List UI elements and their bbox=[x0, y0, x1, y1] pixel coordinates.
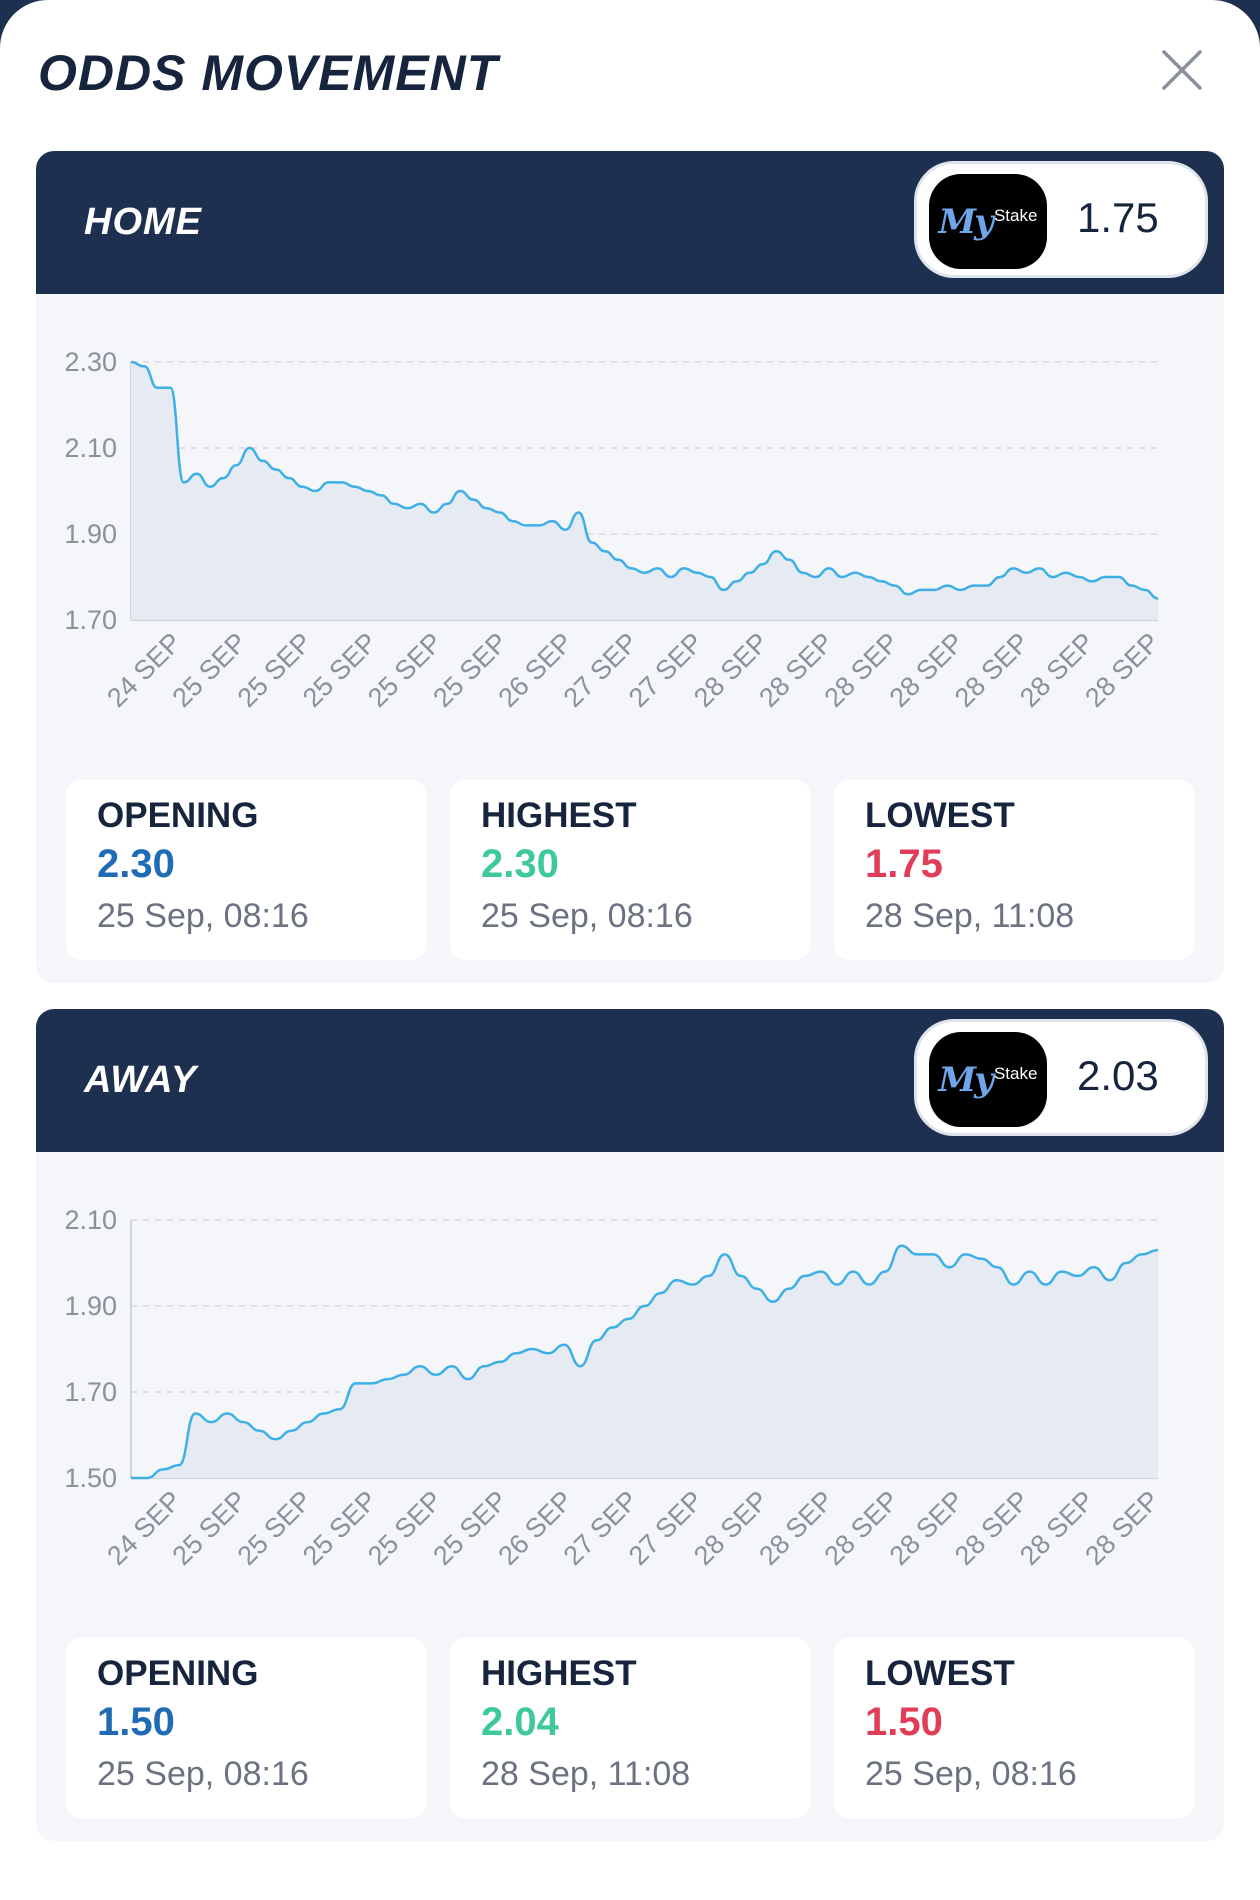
highest-time: 28 Sep, 11:08 bbox=[481, 1755, 691, 1793]
mystake-logo: My Stake bbox=[929, 174, 1047, 269]
highest-value: 2.30 bbox=[481, 842, 559, 886]
logo-my-text: My bbox=[938, 201, 994, 242]
y-tick-label: 1.50 bbox=[64, 1463, 117, 1493]
mystake-logo: My Stake bbox=[929, 1032, 1047, 1127]
lowest-stat-card: LOWEST 1.50 25 Sep, 08:16 bbox=[834, 1638, 1194, 1818]
away-odds-panel: AWAY My Stake 2.03 2.10 1.90 1.70 1.50 24 SE… bbox=[36, 1009, 1224, 1841]
opening-label: OPENING bbox=[97, 796, 259, 835]
x-tick-label: 28 SEP bbox=[1079, 627, 1165, 713]
series-area bbox=[131, 1245, 1158, 1478]
logo-stake-text: Stake bbox=[993, 1063, 1038, 1083]
bookmaker-odds-pill[interactable]: My Stake 2.03 bbox=[914, 1019, 1208, 1136]
y-tick-label: 1.70 bbox=[64, 605, 117, 635]
logo-my-text: My bbox=[938, 1059, 994, 1100]
modal-title: ODDS MOVEMENT bbox=[38, 45, 499, 101]
y-tick-label: 2.10 bbox=[64, 1205, 117, 1235]
close-icon bbox=[1162, 50, 1202, 90]
highest-label: HIGHEST bbox=[481, 1654, 637, 1693]
logo-stake-text: Stake bbox=[993, 205, 1038, 225]
y-tick-label: 1.90 bbox=[64, 519, 117, 549]
series-line bbox=[130, 360, 1159, 600]
opening-time: 25 Sep, 08:16 bbox=[97, 897, 309, 935]
y-tick-label: 2.30 bbox=[64, 347, 117, 377]
highest-label: HIGHEST bbox=[481, 796, 637, 835]
home-odds-panel: HOME My Stake 1.75 2.30 2.10 1.90 1.70 24 SE… bbox=[36, 151, 1224, 983]
opening-value: 1.50 bbox=[97, 1700, 175, 1744]
outcome-label: HOME bbox=[84, 201, 202, 243]
lowest-value: 1.75 bbox=[865, 842, 943, 886]
opening-label: OPENING bbox=[97, 1654, 259, 1693]
current-odds: 2.03 bbox=[1077, 1052, 1159, 1099]
opening-time: 25 Sep, 08:16 bbox=[97, 1755, 309, 1793]
lowest-time: 25 Sep, 08:16 bbox=[865, 1755, 1077, 1793]
opening-value: 2.30 bbox=[97, 842, 175, 886]
highest-stat-card: HIGHEST 2.30 25 Sep, 08:16 bbox=[450, 780, 810, 960]
current-odds: 1.75 bbox=[1077, 194, 1159, 241]
opening-stat-card: OPENING 1.50 25 Sep, 08:16 bbox=[66, 1638, 426, 1818]
close-button[interactable] bbox=[1156, 44, 1208, 96]
x-tick-label: 28 SEP bbox=[1079, 1485, 1165, 1571]
home-panel-header: HOME My Stake 1.75 bbox=[36, 151, 1224, 294]
lowest-stat-card: LOWEST 1.75 28 Sep, 11:08 bbox=[834, 780, 1194, 960]
y-tick-label: 1.70 bbox=[64, 1377, 117, 1407]
bookmaker-odds-pill[interactable]: My Stake 1.75 bbox=[914, 161, 1208, 278]
opening-stat-card: OPENING 2.30 25 Sep, 08:16 bbox=[66, 780, 426, 960]
highest-stat-card: HIGHEST 2.04 28 Sep, 11:08 bbox=[450, 1638, 810, 1818]
outcome-label: AWAY bbox=[84, 1059, 198, 1101]
y-tick-label: 1.90 bbox=[64, 1291, 117, 1321]
series-area bbox=[131, 362, 1158, 620]
highest-time: 25 Sep, 08:16 bbox=[481, 897, 693, 935]
highest-value: 2.04 bbox=[481, 1700, 559, 1744]
lowest-label: LOWEST bbox=[865, 1654, 1015, 1693]
series-line bbox=[131, 1244, 1159, 1480]
lowest-time: 28 Sep, 11:08 bbox=[865, 897, 1075, 935]
away-panel-header: AWAY My Stake 2.03 bbox=[36, 1009, 1224, 1152]
lowest-label: LOWEST bbox=[865, 796, 1015, 835]
y-tick-label: 2.10 bbox=[64, 433, 117, 463]
lowest-value: 1.50 bbox=[865, 1700, 943, 1744]
